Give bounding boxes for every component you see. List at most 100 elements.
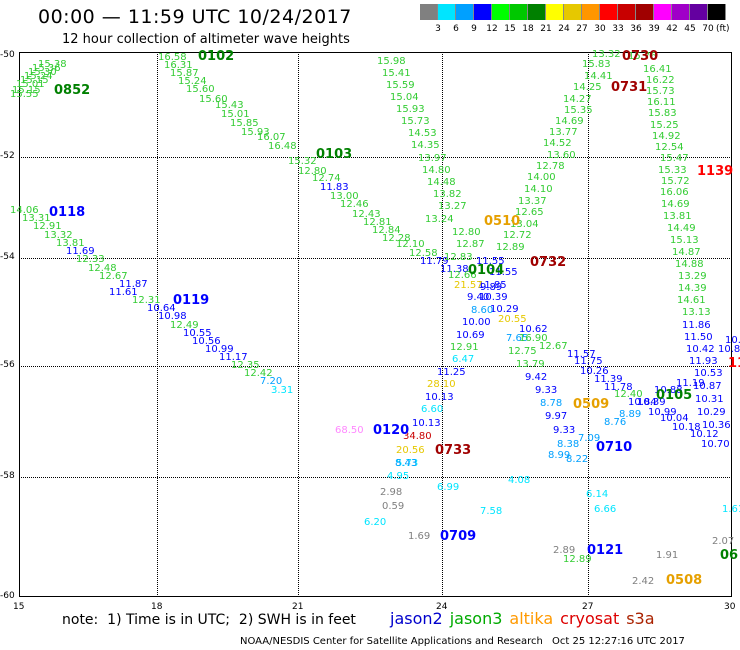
wave-height-value: 10.98 bbox=[158, 311, 187, 322]
wave-height-value: 4.08 bbox=[508, 475, 531, 486]
wave-height-value: 13.00 bbox=[330, 191, 359, 202]
latitude-gridline bbox=[19, 477, 732, 478]
legend-item-altika: altika bbox=[509, 609, 554, 628]
color-swatch bbox=[618, 4, 636, 20]
wave-height-value: 15.93 bbox=[396, 104, 425, 115]
wave-height-value: 12.28 bbox=[382, 233, 411, 244]
longitude-label: 18 bbox=[151, 602, 163, 612]
wave-height-value: 12.31 bbox=[132, 295, 161, 306]
wave-height-value: 11.55 bbox=[489, 267, 518, 278]
track-time-label: 0121 bbox=[587, 543, 624, 558]
wave-height-value: 10.13 bbox=[412, 418, 441, 429]
wave-height-value: 5.73 bbox=[396, 458, 419, 469]
color-swatch bbox=[438, 4, 456, 20]
wave-height-value: 12.91 bbox=[33, 221, 62, 232]
wave-height-value: 2.07 bbox=[712, 536, 735, 547]
color-swatch bbox=[546, 4, 564, 20]
footer-timestamp: Oct 25 12:27:16 UTC 2017 bbox=[552, 636, 685, 647]
color-scale-label: 39 bbox=[648, 24, 660, 34]
legend-item-cryosat: cryosat bbox=[560, 609, 620, 628]
wave-height-value: 8.22 bbox=[566, 454, 589, 465]
latitude-gridline bbox=[19, 366, 732, 367]
wave-height-value: 14.39 bbox=[678, 283, 707, 294]
wave-height-value: 15.24 bbox=[178, 76, 207, 87]
wave-height-value: 12.91 bbox=[450, 342, 479, 353]
track-time-label: 11 bbox=[728, 356, 740, 371]
wave-height-value: 15.30 bbox=[28, 67, 57, 78]
track-time-label: 0119 bbox=[173, 293, 210, 308]
color-swatch bbox=[564, 4, 582, 20]
wave-height-value: 15.98 bbox=[377, 56, 406, 67]
wave-height-value: 15.35 bbox=[564, 105, 593, 116]
wave-height-value: 15.04 bbox=[390, 92, 419, 103]
wave-height-value: 7.65 bbox=[506, 333, 529, 344]
wave-height-value: 15.73 bbox=[646, 86, 675, 97]
wave-height-value: 15.60 bbox=[186, 84, 215, 95]
track-time-label: 0103 bbox=[316, 147, 353, 162]
wave-height-value: 13.24 bbox=[425, 214, 454, 225]
wave-height-value: 11.57 bbox=[567, 349, 596, 360]
wave-height-value: 8.89 bbox=[619, 409, 642, 420]
wave-height-value: 12.74 bbox=[312, 173, 341, 184]
satellite-legend: jason2 jason3 altika cryosat s3a bbox=[390, 609, 662, 628]
wave-height-value: 15.72 bbox=[661, 176, 690, 187]
wave-height-value: 11.25 bbox=[437, 367, 466, 378]
color-swatch bbox=[420, 4, 438, 20]
color-swatch bbox=[690, 4, 708, 20]
wave-height-value: 16.90 bbox=[519, 333, 548, 344]
wave-height-value: 12.49 bbox=[170, 320, 199, 331]
latitude-label: -54 bbox=[0, 252, 15, 262]
longitude-gridline bbox=[157, 52, 158, 597]
wave-height-value: 6.47 bbox=[452, 354, 475, 365]
wave-height-value: 13.27 bbox=[438, 201, 467, 212]
wave-height-value: 8.43 bbox=[395, 458, 418, 469]
wave-height-value: 14.61 bbox=[677, 295, 706, 306]
color-scale-label: 15 bbox=[504, 24, 516, 34]
wave-height-value: 13.82 bbox=[433, 189, 462, 200]
wave-height-value: 16.11 bbox=[647, 97, 676, 108]
wave-height-value: 14.87 bbox=[672, 247, 701, 258]
wave-height-value: 10.81 bbox=[718, 344, 740, 355]
wave-height-value: 9.33 bbox=[535, 385, 558, 396]
wave-height-value: 12.87 bbox=[456, 239, 485, 250]
wave-height-value: 16.06 bbox=[660, 187, 689, 198]
wave-height-value: 10.36 bbox=[702, 420, 731, 431]
wave-height-value: 12.78 bbox=[536, 161, 565, 172]
color-swatch bbox=[636, 4, 654, 20]
wave-height-value: 10.04 bbox=[660, 413, 689, 424]
wave-height-value: 13.60 bbox=[547, 150, 576, 161]
wave-height-value: 12.67 bbox=[539, 341, 568, 352]
wave-height-value: 10.69 bbox=[456, 330, 485, 341]
wave-height-value: 6.14 bbox=[586, 489, 609, 500]
wave-height-value: 15.73 bbox=[401, 116, 430, 127]
wave-height-value: 15.33 bbox=[658, 165, 687, 176]
wave-height-value: 10.55 bbox=[183, 328, 212, 339]
wave-height-value: 10.29 bbox=[697, 407, 726, 418]
wave-height-value: 6.99 bbox=[437, 482, 460, 493]
wave-height-value: 2.42 bbox=[632, 576, 655, 587]
color-swatch bbox=[582, 4, 600, 20]
wave-height-value: 15.41 bbox=[382, 68, 411, 79]
wave-height-value: 12.84 bbox=[372, 225, 401, 236]
wave-height-value: 11.61 bbox=[109, 287, 138, 298]
color-swatch bbox=[672, 4, 690, 20]
wave-height-value: 3.31 bbox=[271, 385, 294, 396]
wave-height-value: 6.66 bbox=[594, 504, 617, 515]
color-scale-label: 70 bbox=[702, 24, 714, 34]
wave-height-value: 15.55 bbox=[10, 89, 39, 100]
wave-height-value: 1.61 bbox=[722, 504, 740, 515]
wave-height-value: 15.15 bbox=[12, 85, 41, 96]
wave-height-value: 13.31 bbox=[22, 213, 51, 224]
wave-height-value: 13.32 bbox=[592, 49, 621, 60]
wave-height-value: 12.89 bbox=[496, 242, 525, 253]
wave-height-value: 10.99 bbox=[648, 407, 677, 418]
track-time-label: 0731 bbox=[611, 80, 648, 95]
wave-height-value: 12.65 bbox=[515, 207, 544, 218]
wave-height-value: 15.47 bbox=[660, 153, 689, 164]
wave-height-value: 20.55 bbox=[498, 314, 527, 325]
track-time-label: 0120 bbox=[373, 423, 410, 438]
longitude-label: 24 bbox=[436, 602, 448, 612]
wave-height-value: 10.56 bbox=[192, 336, 221, 347]
wave-height-value: 14.52 bbox=[543, 138, 572, 149]
wave-height-value: 9.89 bbox=[480, 282, 503, 293]
